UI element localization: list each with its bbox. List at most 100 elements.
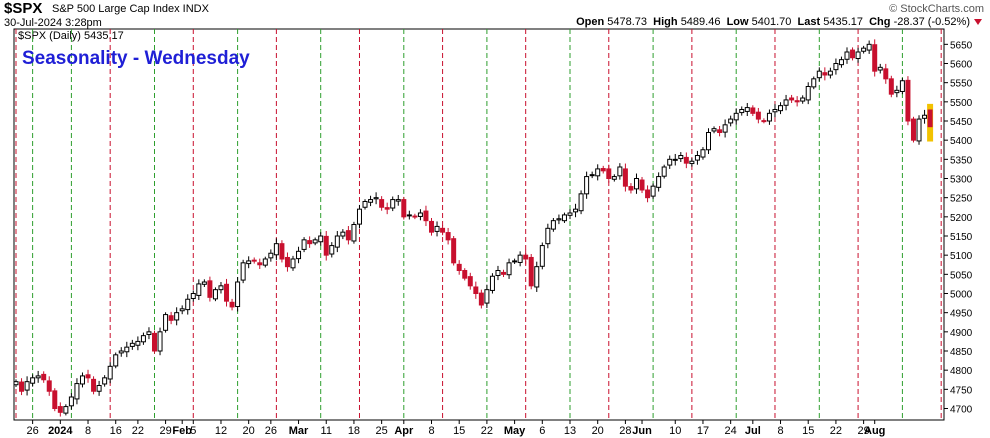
candle-body	[844, 51, 850, 60]
legend-label: $SPX (Daily) 5435.17	[18, 30, 124, 42]
candle-body	[811, 78, 817, 88]
candle-body	[273, 243, 279, 256]
candle	[783, 94, 789, 111]
y-tick-label: 5500	[950, 98, 973, 109]
y-tick-label: 5000	[950, 290, 973, 301]
candle-body	[190, 293, 196, 299]
candle	[251, 257, 257, 264]
candle-body	[163, 314, 169, 331]
candle-body	[517, 254, 523, 263]
candle	[722, 119, 728, 138]
x-tick-label: 12	[215, 425, 227, 437]
x-tick-label: Jun	[632, 425, 652, 437]
candle	[79, 372, 85, 388]
candle	[789, 94, 795, 103]
candle	[46, 376, 52, 396]
candle-body	[318, 235, 324, 243]
y-tick-label: 5050	[950, 270, 973, 281]
candle-body	[224, 283, 230, 302]
candle	[766, 109, 772, 125]
candle-body	[129, 342, 135, 347]
candle-body	[157, 331, 163, 352]
candle-body	[478, 292, 484, 306]
candle-body	[185, 298, 191, 311]
y-tick-label: 5550	[950, 79, 973, 90]
candle-body	[312, 239, 318, 244]
candle	[672, 153, 678, 166]
candle-body	[700, 149, 706, 158]
candle-body	[57, 406, 63, 413]
x-tick-label: 20	[243, 425, 255, 437]
candle	[129, 339, 135, 350]
candle	[351, 221, 357, 244]
candle-body	[246, 260, 252, 265]
candle-body	[766, 112, 772, 122]
candle-body	[196, 283, 202, 296]
candle	[13, 379, 19, 388]
candle	[517, 251, 523, 267]
candle-body	[334, 235, 340, 248]
candle-body	[916, 118, 922, 142]
candle	[163, 312, 169, 333]
candle-body	[212, 289, 218, 300]
candle	[827, 67, 833, 79]
candle-body	[706, 132, 711, 151]
symbol-name: S&P 500 Large Cap Index INDX	[52, 3, 209, 15]
candle	[268, 249, 274, 262]
candle-body	[251, 259, 257, 262]
last-label: Last	[797, 16, 821, 28]
candle-body	[495, 270, 501, 276]
candle-body	[174, 312, 180, 321]
candle-body	[268, 252, 274, 259]
y-tick-label: 5650	[950, 40, 973, 51]
candle	[661, 164, 667, 179]
x-tick-label: 22	[481, 425, 493, 437]
candle	[235, 277, 241, 312]
chart-header: $SPX S&P 500 Large Cap Index INDX 30-Jul…	[0, 0, 990, 40]
candle-body	[910, 118, 916, 141]
candle-body	[351, 224, 357, 242]
x-tick-label: Mar	[289, 425, 309, 437]
candle	[484, 284, 490, 309]
chg-value: -28.37 (-0.52%)	[893, 16, 970, 28]
candle-body	[179, 308, 185, 312]
y-tick-label: 4850	[950, 347, 973, 358]
candle	[700, 147, 706, 160]
candle	[212, 287, 218, 302]
candle	[744, 102, 750, 117]
candle-body	[368, 199, 374, 203]
candle	[296, 246, 302, 264]
candle	[312, 237, 318, 246]
candle-body	[899, 80, 905, 92]
candle	[440, 225, 446, 236]
candle	[356, 204, 362, 229]
candle-body	[838, 59, 844, 66]
candle	[290, 255, 296, 271]
candle	[473, 281, 479, 299]
open-value: 5478.73	[607, 16, 648, 28]
candle	[423, 205, 429, 227]
candle-body	[600, 168, 606, 172]
ohlc-readout: Open 5478.73 High 5489.46 Low 5401.70 La…	[576, 16, 970, 28]
candle	[395, 194, 401, 206]
candle-body	[717, 129, 723, 133]
candle-body	[861, 47, 867, 52]
candle-body	[423, 210, 429, 222]
candle	[855, 47, 861, 63]
candle-body	[833, 63, 839, 71]
candle-body	[805, 86, 811, 101]
high-value: 5489.46	[680, 16, 721, 28]
candle-body	[927, 109, 933, 128]
candle-body	[617, 166, 623, 177]
candle-body	[545, 227, 551, 245]
candle-body	[390, 199, 396, 209]
candle	[185, 294, 191, 315]
x-tick-label: 13	[564, 425, 576, 437]
candle-body	[91, 378, 97, 392]
candle-body	[257, 262, 263, 266]
candle-body	[79, 375, 85, 385]
candle-body	[584, 176, 590, 195]
candle-body	[124, 346, 130, 353]
candle-body	[922, 114, 928, 119]
candle	[573, 203, 579, 218]
